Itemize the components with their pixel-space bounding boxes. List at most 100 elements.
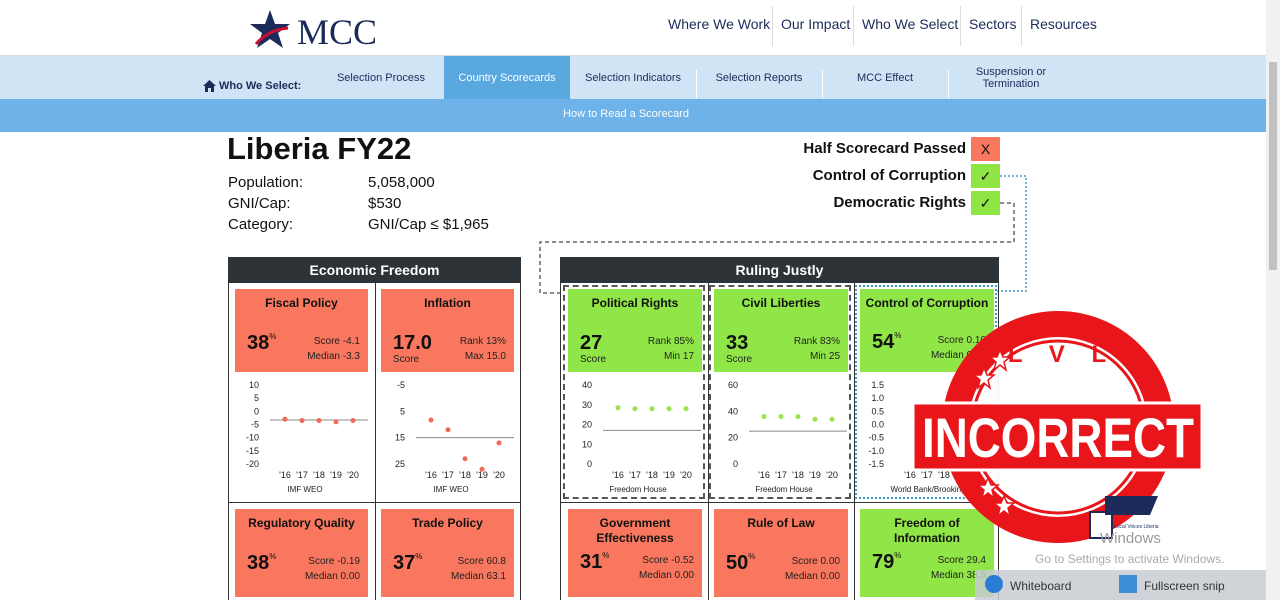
y-tick-label: 0 — [733, 459, 738, 469]
stamp-logo-text: Local Voices Liberia — [1114, 524, 1159, 530]
subnav-separator — [822, 70, 823, 99]
x-tick-label: '17 — [629, 470, 641, 480]
subnav-item[interactable]: MCC Effect — [856, 71, 914, 84]
nav-link[interactable]: Sectors — [969, 16, 1017, 32]
value-text: 79 — [872, 551, 895, 573]
indicator-value: 31% — [580, 551, 609, 574]
subnav-item[interactable]: Suspension or Termination — [975, 65, 1047, 90]
taskbar-icon — [1119, 575, 1137, 593]
value-unit: % — [269, 552, 277, 561]
indicator-stat: Rank 83% — [793, 336, 840, 347]
nav-separator — [1021, 6, 1022, 46]
scorecard-guide-link[interactable]: How to Read a Scorecard — [0, 108, 1266, 120]
indicator-name: Government Effectiveness — [596, 516, 674, 545]
x-tick-label: '19 — [476, 470, 488, 480]
data-point — [829, 416, 835, 422]
chart-source: IMF WEO — [287, 485, 322, 494]
y-tick-label: 25 — [395, 459, 405, 469]
scrollbar[interactable] — [1266, 0, 1280, 600]
taskbar-item[interactable]: Whiteboard — [1010, 579, 1072, 593]
indicator-name: Control of Corruption — [865, 296, 989, 310]
data-point — [683, 406, 689, 412]
subnav-separator — [696, 70, 697, 99]
x-tick-label: '19 — [330, 470, 342, 480]
value-unit: % — [269, 332, 277, 341]
indicator-stat: Max 15.0 — [464, 351, 506, 362]
data-point — [316, 418, 322, 424]
x-tick-label: '19 — [663, 470, 675, 480]
indicator-card: Freedom of Information 79% Score 29.4 Media… — [860, 509, 994, 597]
y-tick-label: 20 — [582, 420, 592, 430]
connector — [996, 175, 1027, 292]
value-text: 17.0 — [393, 332, 432, 354]
stamp-text: INCORRECT — [922, 406, 1194, 469]
y-tick-label: 40 — [728, 406, 738, 416]
watermark-text: Go to Settings to activate Windows. — [1035, 552, 1225, 566]
indicator-stat: Score -0.19 — [308, 556, 360, 567]
y-tick-label: 0.0 — [871, 420, 884, 430]
stamp-banner — [911, 401, 1204, 472]
taskbar-icon — [985, 575, 1003, 593]
panel-title: Ruling Justly — [560, 258, 999, 283]
x-tick-label: '20 — [826, 470, 838, 480]
nav-link[interactable]: Where We Work — [668, 16, 771, 32]
stamp-star — [991, 494, 1017, 519]
indicator-stat: Rank 85% — [647, 336, 694, 347]
scroll-thumb[interactable] — [1269, 62, 1277, 270]
indicator-value: 50% — [726, 552, 755, 575]
stamp-logo-flag — [1105, 496, 1158, 515]
taskbar-item[interactable]: Fullscreen snip — [1144, 579, 1225, 593]
stamp-top-text: L V L — [1008, 341, 1116, 368]
indicator-value: 79% — [872, 551, 901, 574]
subnav-item[interactable]: Selection Reports — [715, 71, 803, 84]
nav-separator — [853, 6, 854, 46]
y-tick-label: 20 — [728, 433, 738, 443]
logo-text[interactable]: MCC — [297, 12, 378, 52]
mini-chart: 40 30 20 10 0 '16 '17 '18 '19 '20 Freedom House — [582, 380, 701, 494]
value-text: 33 — [726, 332, 749, 354]
value-unit: % — [894, 551, 902, 560]
indicator-value: 33 — [726, 332, 748, 355]
indicator-value: 38% — [247, 332, 276, 355]
connectors — [539, 175, 1027, 294]
indicator-card: Civil Liberties 33 Score Rank 83% Min 25 — [714, 289, 848, 372]
nav-link[interactable]: Who We Select — [862, 16, 959, 32]
data-point — [333, 419, 339, 425]
indicator-stat: Median 0.00 — [784, 571, 840, 582]
value-text: 37 — [393, 552, 416, 574]
x-tick-label: '20 — [493, 470, 505, 480]
subnav-item[interactable]: Country Scorecards — [444, 56, 570, 99]
fact-label: Category: — [228, 216, 294, 233]
y-tick-label: 40 — [582, 380, 592, 390]
data-point — [632, 406, 638, 412]
chart-source: IMF WEO — [433, 485, 468, 494]
test-label: Half Scorecard Passed — [803, 140, 966, 157]
indicator-stat: Min 17 — [663, 351, 694, 362]
x-tick-label: '18 — [646, 470, 658, 480]
stamp-star — [975, 476, 1001, 501]
column-divider — [854, 283, 855, 600]
column-divider — [708, 283, 709, 600]
row-divider — [560, 502, 999, 503]
link-text[interactable]: How to Read a Scorecard — [563, 108, 689, 120]
data-point — [649, 406, 655, 412]
nav-link[interactable]: Resources — [1030, 16, 1097, 32]
indicator-stat: Median 0.00 — [304, 571, 360, 582]
subnav-item[interactable]: Selection Indicators — [585, 71, 681, 84]
data-point — [350, 418, 356, 424]
indicator-card: Fiscal Policy 38% Score -4.1 Median -3.3 — [235, 289, 368, 372]
y-tick-label: -10 — [246, 433, 259, 443]
nav-link[interactable]: Our Impact — [781, 16, 851, 32]
mini-chart: 10 5 0 -5 -10 -15 -20 '16 '17 '18 '19 '20 IMF WEO — [246, 380, 368, 494]
indicator-stat: Score -0.52 — [642, 555, 694, 566]
x-tick-label: '16 — [612, 470, 624, 480]
x-tick-label: '17 — [296, 470, 308, 480]
subnav-item[interactable]: Selection Process — [336, 71, 426, 84]
test-label: Control of Corruption — [812, 167, 966, 184]
indicator-name: Freedom of Information — [894, 516, 960, 545]
data-point — [299, 418, 305, 424]
y-tick-label: -5 — [251, 420, 259, 430]
y-tick-label: 1.0 — [871, 393, 884, 403]
value-text: 50 — [726, 552, 749, 574]
subnav-separator — [948, 70, 949, 99]
